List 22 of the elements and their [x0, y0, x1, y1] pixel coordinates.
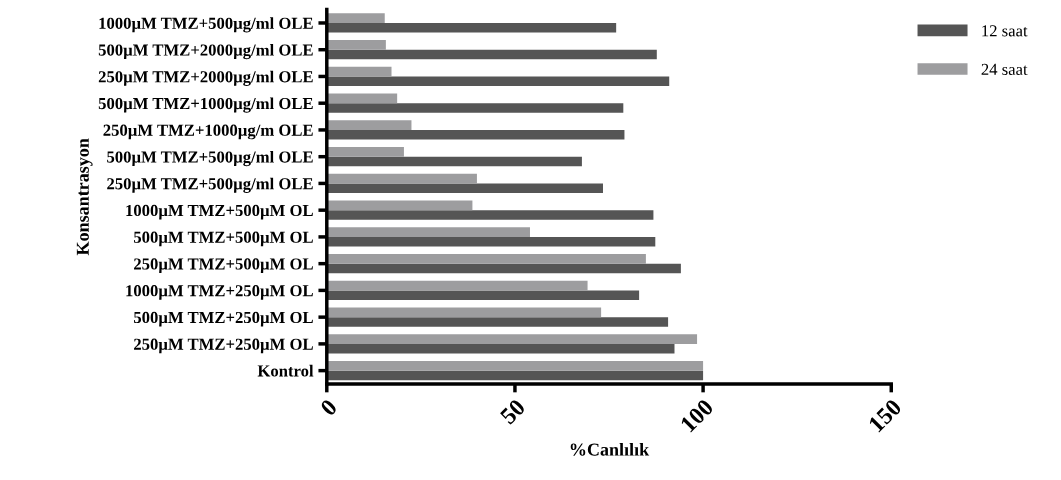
y-tick-label: 500µM TMZ+1000µg/ml OLE [98, 97, 313, 113]
y-tick-label: 500µM TMZ+500µg/ml OLE [107, 150, 313, 167]
legend-label: 24 saat [981, 63, 1028, 75]
y-axis-title: Konsantrasyon [76, 138, 93, 256]
x-tick-label: 100 [679, 398, 715, 433]
y-tick-label: 1000µM TMZ+500µM OL [126, 204, 313, 220]
y-tick-label: 250µM TMZ+500µg/ml OLE [107, 177, 313, 193]
y-tick-label: Kontrol [257, 364, 314, 377]
x-tick-label: 0 [319, 398, 338, 417]
legend-label: 12 saat [982, 25, 1028, 37]
x-tick-label: 150 [868, 398, 903, 433]
y-tick-label: 250µM TMZ+2000µg/ml OLE [98, 70, 313, 86]
y-tick-label: 250µM TMZ+250µM OL [134, 338, 313, 354]
y-tick-label: 500µM TMZ+2000µg/ml OLE [98, 43, 313, 60]
x-axis-title: %Canlılık [570, 442, 650, 456]
y-tick-label: 500µM TMZ+500µM OL [134, 231, 313, 247]
y-tick-label: 1000µM TMZ+500µg/ml OLE [99, 17, 313, 33]
x-tick-label: 50 [499, 398, 527, 425]
y-tick-label: 500µM TMZ+250µM OL [134, 311, 313, 327]
y-tick-label: 250µM TMZ+1000µg/m OLE [103, 124, 313, 140]
y-tick-label: 250µM TMZ+500µM OL [134, 258, 313, 273]
y-tick-label: 1000µM TMZ+250µM OL [126, 285, 313, 300]
